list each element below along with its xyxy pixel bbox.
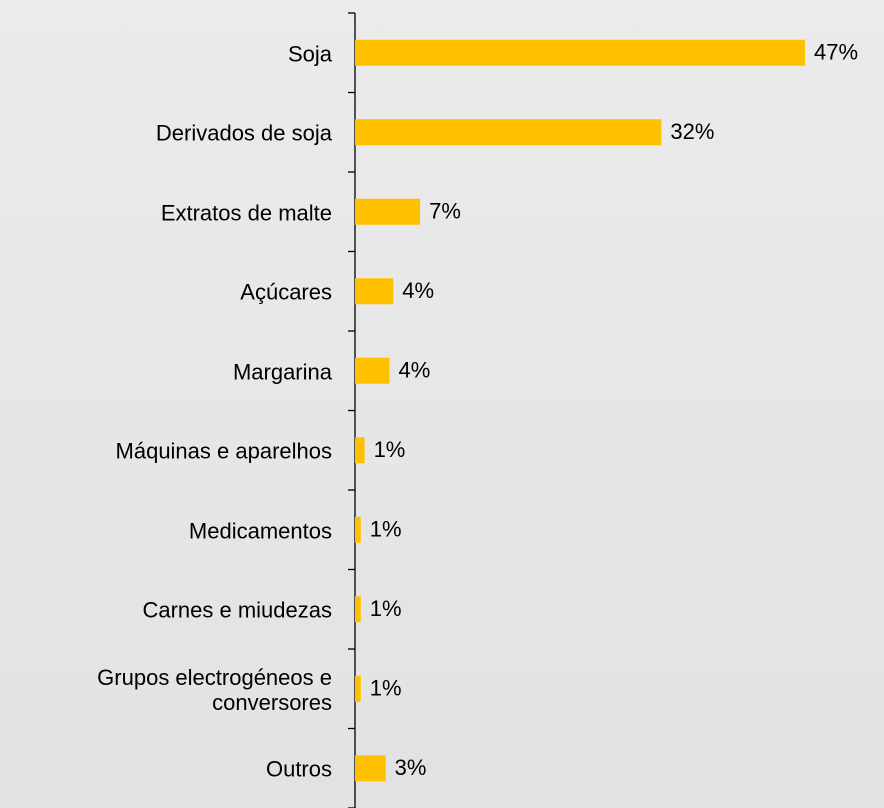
data-label: 1%: [370, 517, 402, 542]
category-label: Extratos de malte: [160, 200, 332, 226]
category-label: Máquinas e aparelhos: [115, 438, 332, 464]
category-label: Derivados de soja: [155, 120, 332, 146]
data-label: 4%: [402, 278, 434, 303]
category-label: Medicamentos: [188, 518, 332, 544]
category-label: Carnes e miudezas: [142, 597, 332, 623]
category-label: Soja: [287, 41, 332, 67]
data-label: 47%: [814, 40, 858, 65]
category-label: Grupos electrogéneos e conversores: [97, 664, 332, 715]
bar: [355, 516, 361, 543]
data-label: 3%: [395, 755, 427, 780]
bar: [355, 596, 361, 623]
category-label: Outros: [265, 756, 332, 782]
data-label: 1%: [374, 437, 406, 462]
data-label: 7%: [429, 199, 461, 224]
bar: [355, 39, 805, 66]
category-label: Margarina: [232, 359, 332, 385]
bar: [355, 437, 365, 464]
bar: [355, 119, 662, 146]
category-label: Açúcares: [240, 279, 332, 305]
bar: [355, 357, 390, 384]
data-label: 32%: [670, 119, 714, 144]
data-label: 1%: [370, 596, 402, 621]
data-label: 4%: [398, 358, 430, 383]
data-label: 1%: [370, 676, 402, 701]
bar: [355, 755, 386, 782]
bar: [355, 675, 361, 702]
bar: [355, 278, 394, 305]
bar: [355, 198, 421, 225]
